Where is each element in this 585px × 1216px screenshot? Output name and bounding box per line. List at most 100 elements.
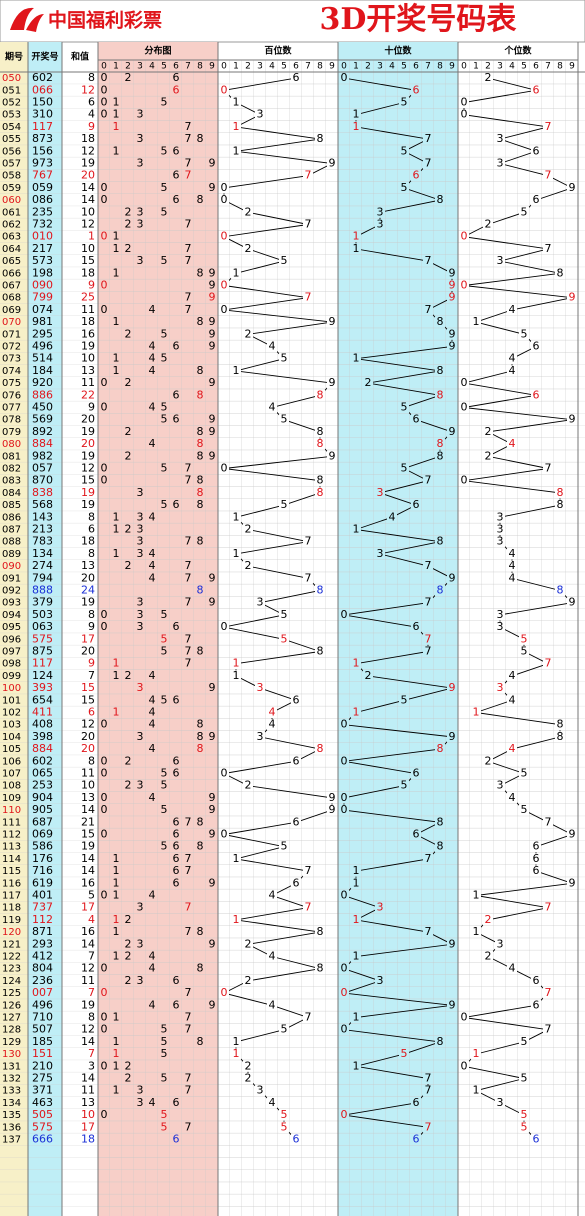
trend-digit: 4 <box>509 669 516 682</box>
distribution-digit: 0 <box>101 803 108 816</box>
distribution-digit: 0 <box>101 83 108 96</box>
digit-cell <box>423 1085 433 1097</box>
distribution-digit: 4 <box>149 889 156 902</box>
period: 078 <box>2 415 21 426</box>
winning-number: 892 <box>32 425 53 438</box>
digit-cell <box>351 865 361 877</box>
sum: 14 <box>81 181 95 194</box>
sum: 18 <box>81 1133 95 1146</box>
period: 119 <box>2 915 21 926</box>
digit-cell <box>471 707 481 718</box>
period: 126 <box>2 1000 21 1011</box>
digit-cell <box>303 865 313 877</box>
trend-digit: 5 <box>281 632 288 645</box>
digit-cell <box>567 597 577 609</box>
distribution-digit: 7 <box>185 1011 192 1024</box>
distribution-digit: 7 <box>185 169 192 182</box>
distribution-digit: 0 <box>101 474 108 487</box>
sum: 8 <box>88 547 95 560</box>
sum: 12 <box>81 962 95 975</box>
digit-cell <box>267 951 277 962</box>
trend-digit: 9 <box>449 937 456 950</box>
digit-cell <box>531 841 541 853</box>
digit-header: 1 <box>353 62 359 72</box>
distribution-digit: 3 <box>137 1096 144 1109</box>
trend-digit: 2 <box>485 218 492 231</box>
digit-cell <box>231 267 241 279</box>
distribution-digit: 0 <box>101 376 108 389</box>
distribution-digit: 8 <box>197 730 204 743</box>
distribution-digit: 1 <box>113 96 120 109</box>
digit-cell <box>315 743 325 755</box>
distribution-digit: 9 <box>209 998 216 1011</box>
period: 110 <box>2 805 21 816</box>
sum: 16 <box>81 925 95 938</box>
trend-digit: 6 <box>413 1133 420 1146</box>
trend-digit: 8 <box>437 364 444 377</box>
digit-cell <box>351 109 361 121</box>
trend-digit: 2 <box>245 242 252 255</box>
winning-number: 371 <box>32 1084 53 1097</box>
distribution-digit: 0 <box>101 1108 108 1121</box>
distribution-digit: 8 <box>197 266 204 279</box>
digit-cell <box>351 951 361 962</box>
sum: 11 <box>81 974 95 987</box>
winning-number: 687 <box>32 815 53 828</box>
digit-cell <box>231 914 241 926</box>
trend-digit: 9 <box>449 266 456 279</box>
period: 105 <box>2 744 21 755</box>
digit-cell <box>375 975 385 987</box>
trend-digit: 8 <box>437 1035 444 1048</box>
distribution-digit: 2 <box>125 559 132 572</box>
trend-digit: 0 <box>461 1059 468 1072</box>
winning-number: 393 <box>32 681 53 694</box>
digit-cell <box>327 316 337 328</box>
trend-digit: 8 <box>317 645 324 658</box>
distribution-digit: 5 <box>161 767 168 780</box>
digit-cell <box>351 1060 361 1072</box>
distribution-digit: 4 <box>149 693 156 706</box>
digit-cell <box>447 682 457 694</box>
trend-digit: 8 <box>557 498 564 511</box>
winning-number: 293 <box>32 937 53 950</box>
trend-digit: 7 <box>305 291 312 304</box>
digit-cell <box>531 84 541 96</box>
digit-cell <box>363 377 373 389</box>
trend-digit: 8 <box>557 486 564 499</box>
digit-cell <box>339 792 349 804</box>
trend-digit: 3 <box>377 486 384 499</box>
trend-line <box>222 77 334 1140</box>
digit-cell <box>315 646 325 657</box>
sum: 12 <box>81 1023 95 1036</box>
distribution-digit: 1 <box>113 547 120 560</box>
period: 111 <box>2 817 21 828</box>
trend-digit: 8 <box>437 449 444 462</box>
distribution-digit: 8 <box>197 1035 204 1048</box>
digit-cell <box>423 255 433 267</box>
digit-cell <box>303 536 313 548</box>
digit-cell <box>567 414 577 426</box>
period: 062 <box>2 220 21 231</box>
period: 061 <box>2 207 21 218</box>
digit-cell <box>267 707 277 718</box>
sum: 12 <box>81 462 95 475</box>
trend-digit: 9 <box>329 803 336 816</box>
trend-digit: 9 <box>449 998 456 1011</box>
trend-digit: 8 <box>437 535 444 548</box>
trend-digit: 5 <box>281 254 288 267</box>
digit-header: 5 <box>281 62 287 72</box>
digit-cell <box>375 487 385 499</box>
digit-cell <box>351 524 361 535</box>
trend-digit: 1 <box>233 364 240 377</box>
trend-digit: 2 <box>485 449 492 462</box>
digit-cell <box>531 194 541 206</box>
digit-cell <box>243 560 253 572</box>
winning-number: 007 <box>32 986 53 999</box>
period: 071 <box>2 329 21 340</box>
digit-cell <box>483 450 493 462</box>
digit-cell <box>411 170 421 182</box>
period: 124 <box>2 976 21 987</box>
digit-header: 4 <box>509 62 515 72</box>
distribution-digit: 8 <box>197 193 204 206</box>
